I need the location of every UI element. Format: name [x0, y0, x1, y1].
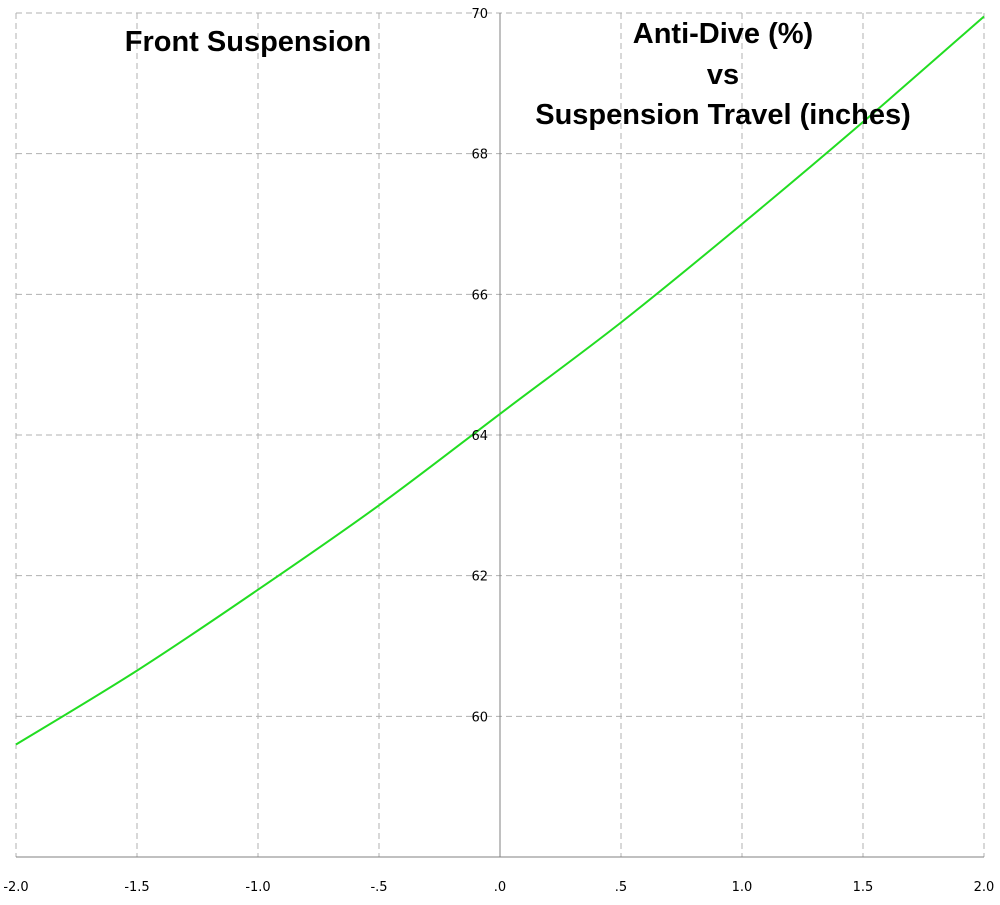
y-tick-label-5: 70 — [471, 7, 488, 22]
tick-labels: -2.0 -1.5 -1.0 -.5 .0 .5 1.0 1.5 2.0 60 62 64 66 68 70 — [3, 7, 994, 895]
y-tick-label-1: 62 — [471, 570, 488, 585]
x-tick-label-6: 1.0 — [732, 880, 753, 895]
axes — [16, 13, 984, 858]
series-line-0 — [15, 15, 985, 746]
x-tick-label-5: .5 — [615, 880, 627, 895]
panel-label: Front Suspension — [125, 26, 372, 58]
y-tick-label-4: 68 — [471, 148, 488, 163]
x-tick-label-7: 1.5 — [853, 880, 874, 895]
x-tick-label-4: .0 — [494, 880, 506, 895]
chart-title-line-2: vs — [707, 59, 739, 91]
y-tick-label-0: 60 — [471, 710, 488, 725]
x-tick-label-8: 2.0 — [974, 880, 995, 895]
x-tick-label-2: -1.0 — [245, 880, 270, 895]
y-tick-label-3: 66 — [471, 288, 488, 303]
chart-title-line-3: Suspension Travel (inches) — [535, 99, 911, 131]
x-tick-label-0: -2.0 — [3, 880, 28, 895]
x-tick-label-3: -.5 — [370, 880, 387, 895]
chart-title-line-1: Anti-Dive (%) — [633, 18, 813, 50]
series-layer — [15, 15, 985, 746]
y-tick-label-2: 64 — [471, 429, 488, 444]
x-tick-label-1: -1.5 — [124, 880, 149, 895]
